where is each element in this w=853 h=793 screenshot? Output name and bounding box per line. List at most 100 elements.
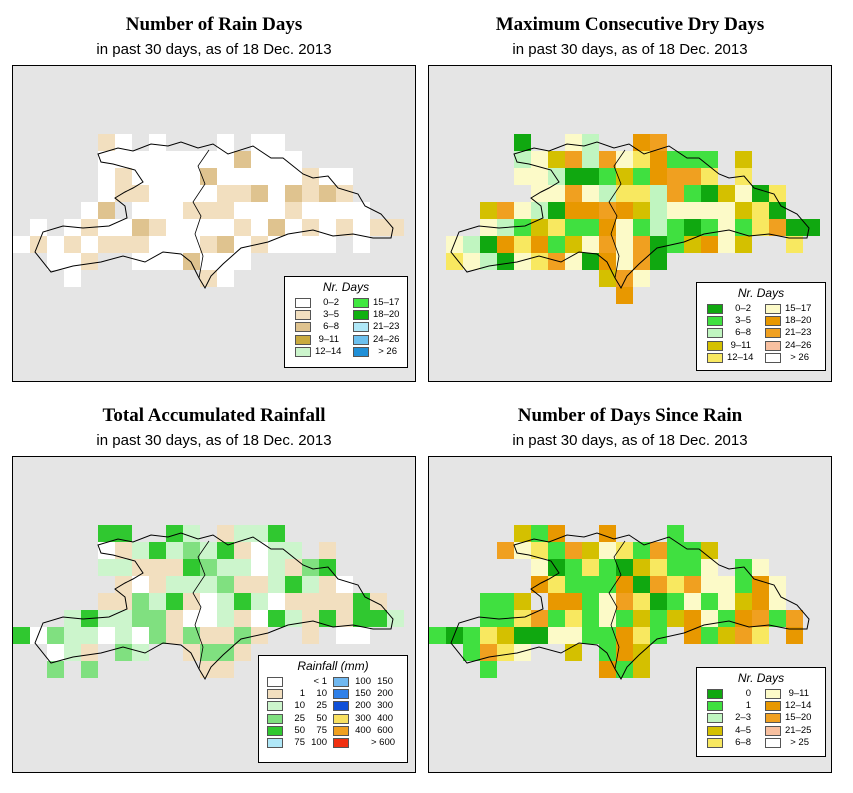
legend-swatch [765, 713, 781, 724]
grid-cell [718, 185, 735, 202]
grid-cell [200, 593, 217, 610]
grid-cell [149, 219, 166, 236]
legend-swatch [295, 298, 311, 308]
grid-cell [149, 134, 166, 151]
grid-cell [115, 185, 132, 202]
grid-cell [463, 236, 480, 253]
grid-cell [582, 610, 599, 627]
grid-cell [582, 219, 599, 236]
country-border [192, 540, 210, 670]
map-legend: Nr. Days 0–2 3–5 6–8 9–11 12–14 15–17 18–20 21–… [696, 282, 826, 371]
grid-cell [548, 627, 565, 644]
grid-cell [319, 185, 336, 202]
grid-cell [319, 610, 336, 627]
legend-label: 0–2 [323, 297, 339, 308]
grid-cell [234, 542, 251, 559]
grid-cell [667, 151, 684, 168]
panel-title: Number of Rain Days [125, 14, 303, 35]
grid-cell [429, 627, 446, 644]
grid-cell [268, 185, 285, 202]
grid-cell [234, 525, 251, 542]
grid-cell [752, 610, 769, 627]
grid-cell [667, 576, 684, 593]
grid-cell [599, 253, 616, 270]
grid-cell [302, 627, 319, 644]
grid-cell [480, 593, 497, 610]
grid-cell [514, 610, 531, 627]
grid-cell [217, 525, 234, 542]
grid-cell [735, 610, 752, 627]
legend-range-low: 400 [355, 724, 371, 736]
grid-cell [251, 525, 268, 542]
grid-cell [200, 644, 217, 661]
grid-cell [115, 219, 132, 236]
grid-cell [633, 151, 650, 168]
grid-cell [319, 236, 336, 253]
grid-cell [166, 593, 183, 610]
grid-cell [633, 593, 650, 610]
legend-swatch [707, 340, 723, 351]
legend-swatch [353, 334, 369, 345]
grid-cell [217, 610, 234, 627]
grid-cell [251, 627, 268, 644]
grid-cell [565, 202, 582, 219]
map-grid [13, 134, 404, 290]
grid-cell [149, 559, 166, 576]
grid-cell [531, 627, 548, 644]
grid-cell [497, 627, 514, 644]
grid-cell [565, 576, 582, 593]
grid-cell [251, 593, 268, 610]
grid-cell [302, 610, 319, 627]
grid-cell [166, 559, 183, 576]
grid-cell [285, 168, 302, 185]
legend-swatch [267, 689, 283, 700]
legend-range-high: 400 [377, 712, 393, 724]
grid-cell [183, 168, 200, 185]
grid-cell [582, 134, 599, 151]
grid-cell [285, 236, 302, 253]
grid-cell [752, 559, 769, 576]
grid-cell [769, 202, 786, 219]
grid-cell [599, 627, 616, 644]
grid-cell [353, 593, 370, 610]
grid-cell [548, 576, 565, 593]
legend-range: > 600 [353, 737, 395, 749]
legend-swatch [707, 713, 723, 724]
grid-cell [166, 151, 183, 168]
grid-cell [149, 542, 166, 559]
grid-cell [684, 576, 701, 593]
grid-cell [599, 644, 616, 661]
grid-cell [786, 236, 803, 253]
country-border [608, 540, 626, 670]
grid-cell [650, 185, 667, 202]
grid-cell [786, 627, 803, 644]
grid-cell [336, 627, 353, 644]
days-since-rain-panel: Number of Days Since Rain in past 30 day… [428, 405, 832, 775]
legend-label: 12–14 [315, 345, 342, 357]
grid-cell [633, 202, 650, 219]
grid-cell [132, 559, 149, 576]
grid-cell [786, 610, 803, 627]
grid-cell [684, 593, 701, 610]
grid-cell [514, 644, 531, 661]
island-coastline [450, 141, 810, 290]
grid-cell [64, 219, 81, 236]
grid-cell [353, 219, 370, 236]
total-rainfall-panel: Total Accumulated Rainfall in past 30 da… [12, 405, 416, 775]
grid-cell [166, 525, 183, 542]
grid-cell [132, 151, 149, 168]
grid-cell [514, 627, 531, 644]
grid-cell [497, 236, 514, 253]
days-since-rain-map[interactable] [428, 456, 832, 773]
legend-swatch [765, 689, 781, 699]
legend-label: 3–5 [323, 309, 339, 321]
grid-cell [251, 610, 268, 627]
legend-label: 6–8 [735, 327, 751, 339]
grid-cell [268, 525, 285, 542]
grid-cell [463, 253, 480, 270]
grid-cell [514, 168, 531, 185]
grid-cell [565, 168, 582, 185]
grid-cell [81, 644, 98, 661]
rain-days-map[interactable] [12, 65, 416, 382]
grid-cell [752, 627, 769, 644]
